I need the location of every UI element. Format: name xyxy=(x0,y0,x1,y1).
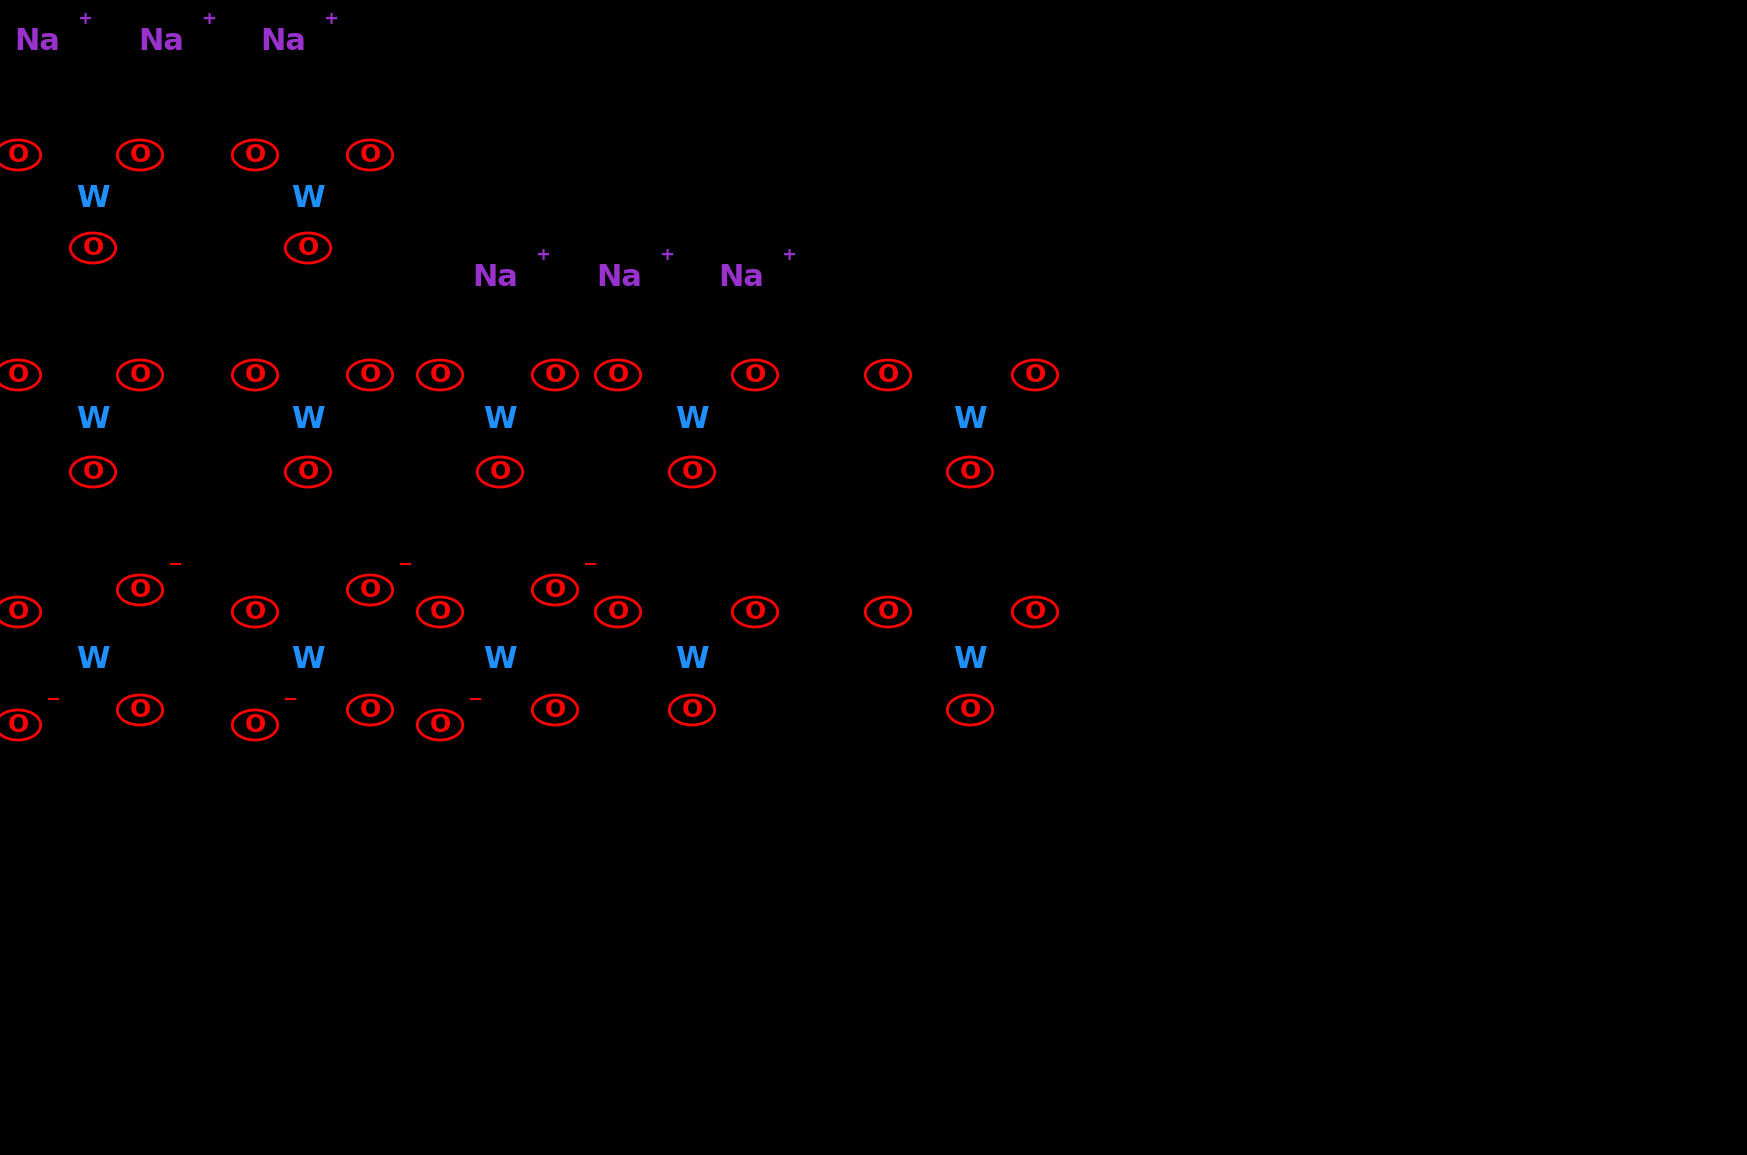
Text: Na: Na xyxy=(596,263,641,292)
Text: W: W xyxy=(292,646,325,675)
Text: W: W xyxy=(674,646,709,675)
Text: O: O xyxy=(129,143,150,167)
Text: W: W xyxy=(77,184,110,213)
Text: O: O xyxy=(82,460,103,484)
Text: O: O xyxy=(959,698,980,722)
Text: +: + xyxy=(77,10,93,28)
Text: O: O xyxy=(608,363,629,387)
Text: W: W xyxy=(292,405,325,434)
Text: O: O xyxy=(7,143,28,167)
Text: Na: Na xyxy=(260,28,306,57)
Text: O: O xyxy=(545,578,566,602)
Text: W: W xyxy=(292,184,325,213)
Text: O: O xyxy=(744,363,765,387)
Text: +: + xyxy=(535,246,550,264)
Text: O: O xyxy=(129,363,150,387)
Text: O: O xyxy=(360,698,381,722)
Text: O: O xyxy=(297,236,318,260)
Text: O: O xyxy=(877,599,898,624)
Text: +: + xyxy=(201,10,217,28)
Text: +: + xyxy=(323,10,337,28)
Text: W: W xyxy=(674,405,709,434)
Text: +: + xyxy=(781,246,797,264)
Text: O: O xyxy=(82,236,103,260)
Text: O: O xyxy=(430,599,451,624)
Text: −: − xyxy=(466,691,482,708)
Text: −: − xyxy=(397,556,412,574)
Text: O: O xyxy=(1024,363,1046,387)
Text: W: W xyxy=(484,405,517,434)
Text: W: W xyxy=(484,646,517,675)
Text: O: O xyxy=(430,363,451,387)
Text: Na: Na xyxy=(472,263,517,292)
Text: O: O xyxy=(545,363,566,387)
Text: O: O xyxy=(360,143,381,167)
Text: O: O xyxy=(877,363,898,387)
Text: O: O xyxy=(7,363,28,387)
Text: O: O xyxy=(744,599,765,624)
Text: O: O xyxy=(129,698,150,722)
Text: Na: Na xyxy=(14,28,59,57)
Text: −: − xyxy=(45,691,61,708)
Text: O: O xyxy=(608,599,629,624)
Text: O: O xyxy=(681,698,702,722)
Text: Na: Na xyxy=(138,28,183,57)
Text: W: W xyxy=(954,646,987,675)
Text: +: + xyxy=(659,246,674,264)
Text: W: W xyxy=(954,405,987,434)
Text: O: O xyxy=(1024,599,1046,624)
Text: O: O xyxy=(297,460,318,484)
Text: O: O xyxy=(430,713,451,737)
Text: O: O xyxy=(245,599,266,624)
Text: −: − xyxy=(168,556,182,574)
Text: O: O xyxy=(545,698,566,722)
Text: O: O xyxy=(129,578,150,602)
Text: W: W xyxy=(77,646,110,675)
Text: O: O xyxy=(245,363,266,387)
Text: −: − xyxy=(283,691,297,708)
Text: −: − xyxy=(582,556,597,574)
Text: O: O xyxy=(245,713,266,737)
Text: O: O xyxy=(360,578,381,602)
Text: O: O xyxy=(360,363,381,387)
Text: O: O xyxy=(959,460,980,484)
Text: W: W xyxy=(77,405,110,434)
Text: O: O xyxy=(681,460,702,484)
Text: Na: Na xyxy=(718,263,763,292)
Text: O: O xyxy=(489,460,510,484)
Text: O: O xyxy=(245,143,266,167)
Text: O: O xyxy=(7,599,28,624)
Text: O: O xyxy=(7,713,28,737)
